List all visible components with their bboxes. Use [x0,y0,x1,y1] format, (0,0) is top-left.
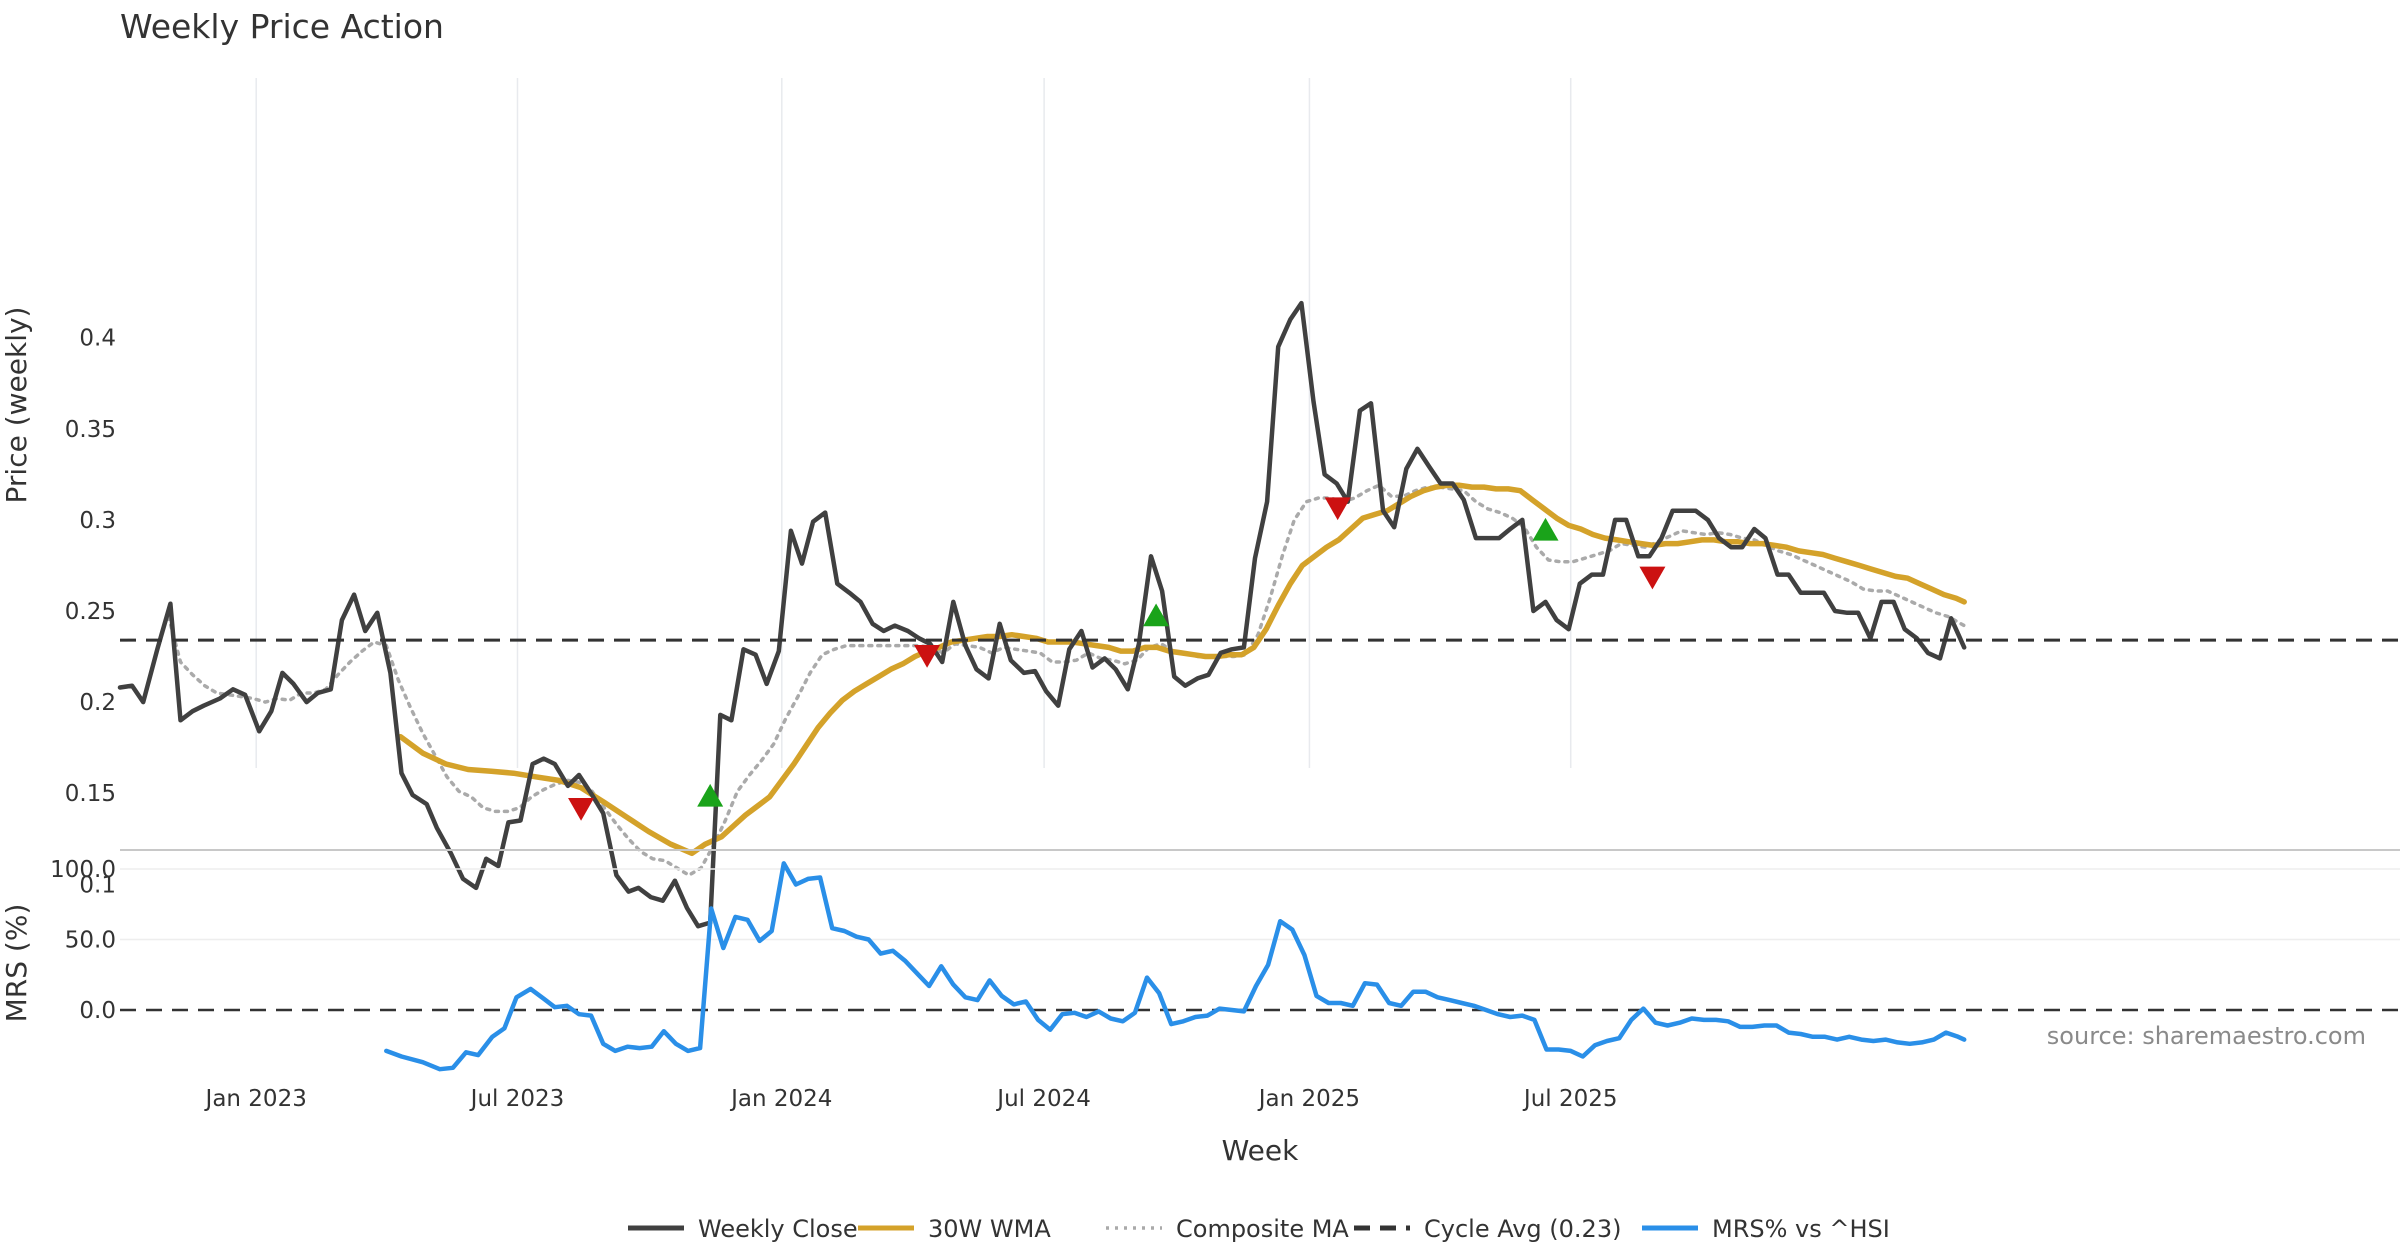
price-y-tick-label: 0.4 [79,326,116,352]
mrs-line [384,861,1967,1072]
legend-label: Weekly Close [698,1215,858,1243]
buy-signal-marker [1532,517,1559,541]
signal-markers [568,497,1666,821]
price-y-axis-title: Price (weekly) [0,307,33,504]
legend-label: MRS% vs ^HSI [1712,1215,1890,1243]
legend-label: Cycle Avg (0.23) [1424,1215,1621,1243]
x-tick-label: Jul 2023 [469,1086,565,1112]
buy-signal-marker [697,783,724,807]
mrs-y-axis: 100.0 50.0 0.0 [50,857,116,1024]
price-y-tick-label: 0.2 [79,690,116,716]
weekly-close-line [117,300,1967,929]
30w-wma-line [397,482,1967,857]
price-y-tick-label: 0.15 [65,781,116,807]
mrs-y-tick-label: 50.0 [65,928,116,954]
price-y-tick-label: 0.1 [79,872,116,898]
price-grid [255,78,1572,768]
legend-label: Composite MA [1176,1215,1349,1243]
x-tick-label: Jul 2024 [995,1086,1091,1112]
sell-signal-marker [568,798,595,821]
mrs-y-axis-title: MRS (%) [0,904,33,1023]
sell-signal-marker [1639,566,1666,590]
buy-signal-marker [1143,603,1170,627]
sell-signal-marker [914,644,941,668]
mrs-panel: 100.0 50.0 0.0 [50,849,2400,1072]
source-label: source: sharemaestro.com [2047,1022,2366,1050]
price-y-tick-label: 0.35 [65,417,116,443]
price-y-tick-label: 0.25 [65,599,116,625]
legend-label: 30W WMA [928,1215,1051,1243]
mrs-y-tick-label: 0.0 [79,998,116,1024]
x-tick-label: Jan 2024 [729,1086,832,1112]
sell-signal-marker [1324,497,1351,521]
price-y-tick-label: 0.3 [79,508,116,534]
mrs-y-tick-label: 100.0 [50,857,116,883]
chart-title: Weekly Price Action [120,7,444,46]
x-tick-label: Jul 2025 [1522,1086,1618,1112]
price-y-axis: 0.1 0.15 0.2 0.25 0.3 0.35 0.4 [65,326,116,899]
x-tick-label: Jan 2025 [1257,1086,1360,1112]
legend: Weekly Close 30W WMA Composite MA Cycle Avg… [628,1215,1890,1243]
mrs-grid [120,849,2400,1012]
price-series [117,300,2400,929]
x-axis-title: Week [1222,1134,1299,1167]
price-panel: 0.1 0.15 0.2 0.25 0.3 0.35 0.4 [65,78,2400,929]
mrs-series [384,861,1967,1072]
x-axis: Jan 2023 Jul 2023 Jan 2024 Jul 2024 Jan 2025… [204,1086,1618,1112]
x-tick-label: Jan 2023 [204,1086,307,1112]
